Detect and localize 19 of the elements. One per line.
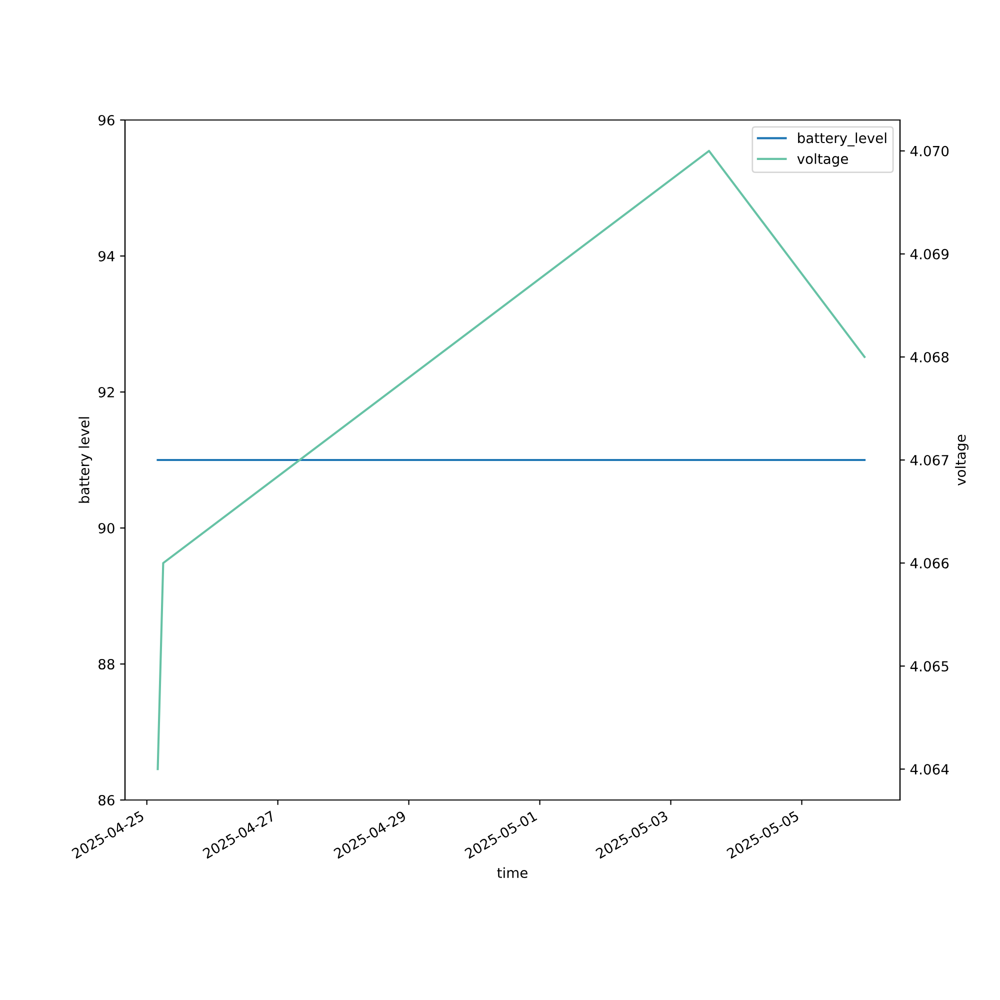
y2-axis-title: voltage xyxy=(955,434,968,486)
y-tick-label: 96 xyxy=(98,114,114,126)
y2-tick-label: 4.068 xyxy=(910,352,949,362)
line-series xyxy=(156,150,866,770)
y-tick-label: 94 xyxy=(98,250,114,262)
y2-tick-label: 4.064 xyxy=(910,764,949,775)
legend-label: battery_level xyxy=(798,132,886,146)
legend-label: voltage xyxy=(797,153,848,167)
y-tick-label: 90 xyxy=(98,522,114,534)
y-tick-label: 88 xyxy=(98,658,114,670)
y2-tick-label: 4.067 xyxy=(910,454,948,466)
x-axis-title: time xyxy=(497,867,528,878)
y2-tick-label: 4.066 xyxy=(910,558,949,569)
y-tick-label: 92 xyxy=(98,386,114,398)
y-axis-title: battery level xyxy=(78,417,92,503)
y2-tick-label: 4.069 xyxy=(910,248,949,260)
y2-tick-label: 4.070 xyxy=(910,146,949,156)
y2-tick-label: 4.065 xyxy=(910,661,948,672)
y-tick-label: 86 xyxy=(98,794,114,806)
